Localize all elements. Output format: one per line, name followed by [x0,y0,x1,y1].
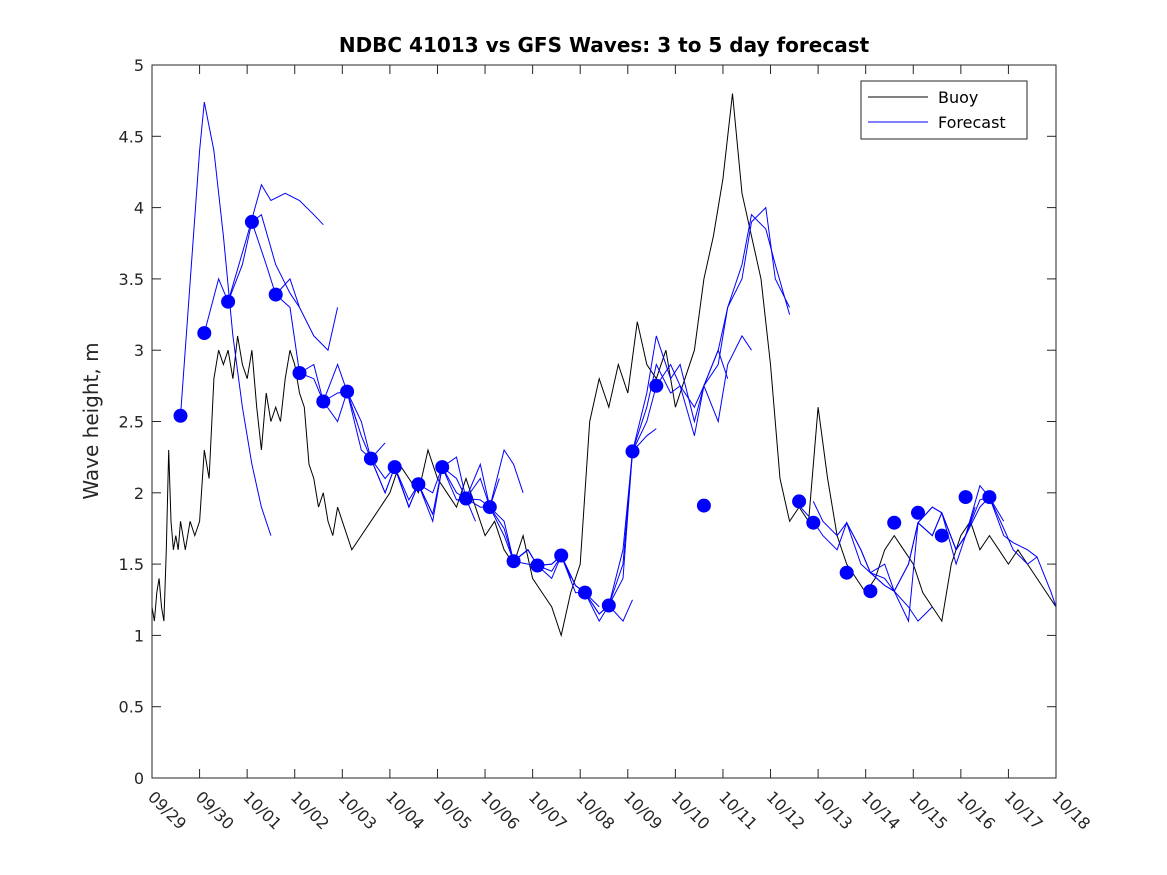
forecast-marker [363,451,378,466]
forecast-marker [982,490,997,505]
y-tick-label: 4 [134,199,144,218]
y-axis-label: Wave height, m [79,342,103,499]
y-tick-label: 2.5 [119,413,144,432]
forecast-run-line-11 [417,448,524,516]
forecast-run-line-19 [703,213,791,386]
forecast-marker [316,394,331,409]
forecast-marker [958,490,973,505]
y-tick-label: 3 [134,341,144,360]
forecast-marker [197,326,212,341]
y-tick-label: 4.5 [119,127,144,146]
series-layer [151,93,1057,638]
forecast-marker [221,294,236,309]
forecast-marker [578,585,592,600]
buoy-series-line [151,93,1057,638]
forecast-marker [387,460,402,475]
forecast-marker [268,287,283,302]
forecast-marker [806,515,821,530]
legend-label-buoy: Buoy [938,88,978,107]
chart-title: NDBC 41013 vs GFS Waves: 3 to 5 day fore… [339,33,870,57]
legend-box [860,80,1028,140]
forecast-run-line-1 [180,102,272,536]
forecast-marker [554,548,569,563]
forecast-marker [173,408,188,423]
forecast-run-line-10 [394,462,500,509]
forecast-marker [435,460,450,475]
forecast-marker [863,584,878,599]
forecast-marker [340,384,355,399]
plot-area [152,65,1056,778]
forecast-marker [934,528,949,543]
legend: Buoy Forecast [860,80,1028,140]
y-tick-label: 3.5 [119,270,144,289]
forecast-marker [601,598,616,613]
y-tick-label: 1.5 [119,555,144,574]
y-tick-label: 5 [134,56,144,75]
forecast-marker [506,554,521,569]
forecast-marker [482,500,497,515]
y-tick-label: 0 [134,769,144,788]
forecast-marker [530,558,545,573]
y-tick-label: 1 [134,626,144,645]
forecast-marker [696,498,711,513]
forecast-marker [911,505,925,520]
forecast-marker [411,477,426,492]
forecast-marker [625,444,640,459]
forecast-marker [887,515,902,530]
y-tick-label: 0.5 [119,698,144,717]
y-tick-label: 2 [134,484,144,503]
forecast-marker [459,491,473,506]
forecast-marker [244,214,259,229]
forecast-marker [792,494,807,509]
forecast-marker [292,366,307,380]
legend-label-forecast: Forecast [938,113,1006,132]
forecast-marker [649,378,664,393]
forecast-run-line-4 [251,221,339,352]
forecast-marker [839,565,854,580]
